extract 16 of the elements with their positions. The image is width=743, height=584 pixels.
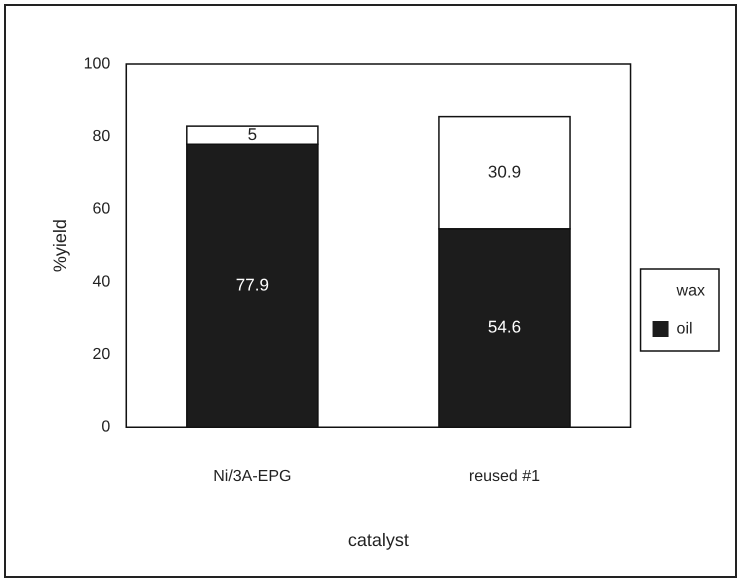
text: wax (676, 282, 705, 300)
data-label: 77.9 (236, 275, 269, 294)
data-label: 5 (248, 124, 258, 144)
y-tick-label: 40 (92, 273, 110, 290)
data-label: 30.9 (488, 162, 522, 182)
y-tick-label: 60 (92, 200, 110, 218)
legend-label: oil (676, 320, 693, 338)
x-axis-title: catalyst (348, 530, 409, 550)
y-axis-title: %yield (50, 219, 70, 272)
data-label: 54.6 (488, 318, 522, 337)
y-tick-label: 80 (92, 128, 110, 146)
x-tick-label: Ni/3A-EPG (213, 468, 292, 486)
y-tick-label: 100 (84, 55, 110, 72)
x-tick-label: reused #1 (468, 468, 540, 486)
y-tick-label: 0 (101, 418, 110, 436)
y-tick-label: 20 (92, 346, 110, 363)
